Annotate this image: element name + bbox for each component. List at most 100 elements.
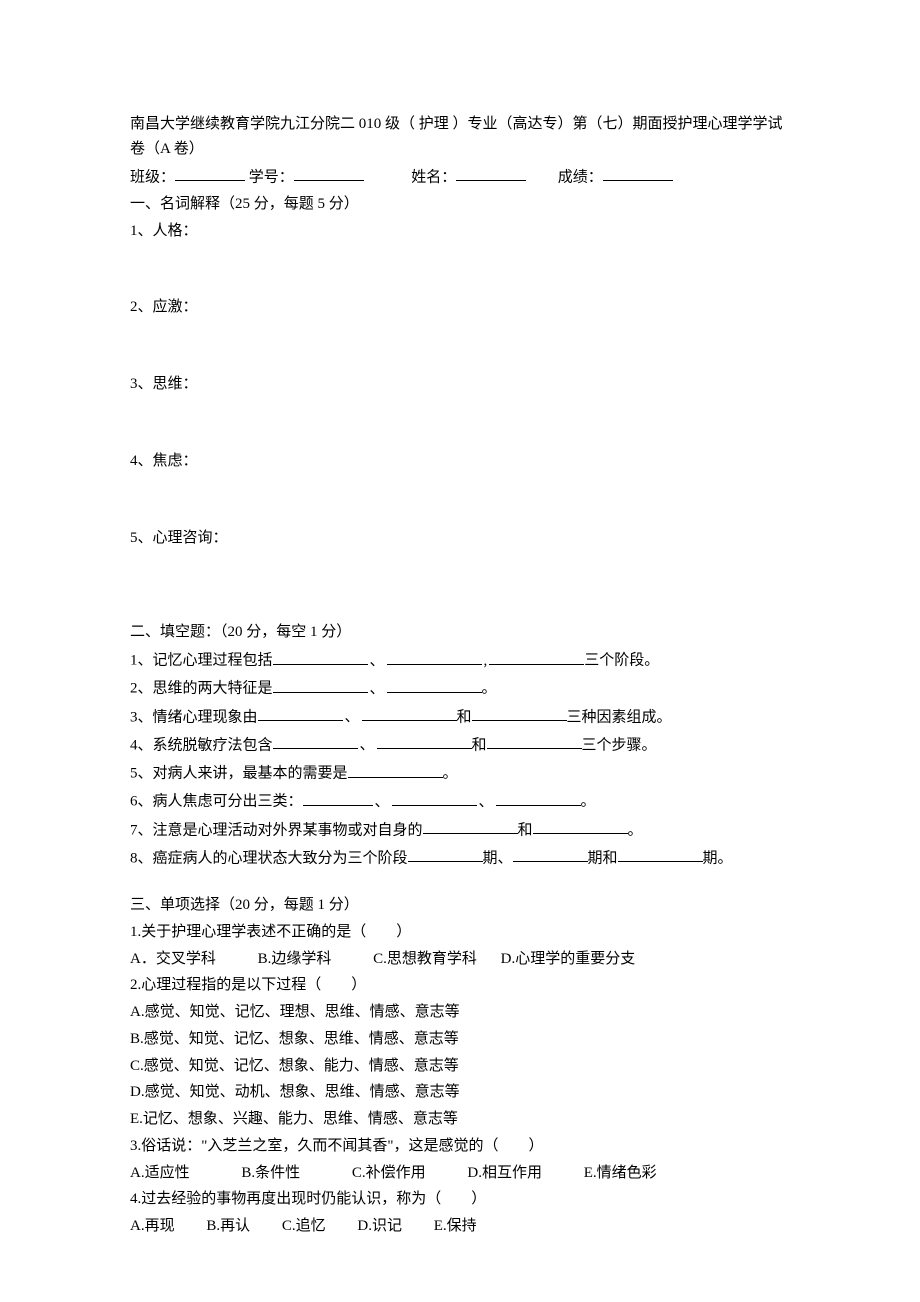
section3-q1: 1.关于护理心理学表述不正确的是（ ） (130, 920, 790, 945)
exam-page: 南昌大学继续教育学院九江分院二 010 级（ 护理 ）专业（高达专）第（七）期面… (0, 0, 920, 1301)
sep: 、 (345, 709, 360, 725)
option-a[interactable]: A．交叉学科 (130, 951, 216, 967)
s2q6-text-a: 6、病人焦虑可分出三类： (130, 794, 303, 810)
option-d[interactable]: D.心理学的重要分支 (501, 951, 636, 967)
s2q8-text-b: 期、 (483, 850, 513, 866)
section3-q3-options: A.适应性 B.条件性 C.补偿作用 D.相互作用 E.情绪色彩 (130, 1161, 790, 1186)
option-b[interactable]: B.再认 (206, 1218, 250, 1234)
blank[interactable] (489, 647, 584, 665)
s2q1-text-b: 三个阶段。 (584, 653, 659, 669)
option-e[interactable]: E.保持 (434, 1218, 477, 1234)
sep: 、 (479, 794, 494, 810)
exam-title: 南昌大学继续教育学院九江分院二 010 级（ 护理 ）专业（高达专）第（七）期面… (130, 112, 790, 162)
s2q8-text-a: 8、癌症病人的心理状态大致分为三个阶段 (130, 850, 408, 866)
section2-q4: 4、系统脱敏疗法包含 、 和 三个步骤。 (130, 732, 790, 758)
option-b[interactable]: B.边缘学科 (258, 951, 332, 967)
s2q3-text-c: 三种因素组成。 (567, 709, 672, 725)
score-blank[interactable] (603, 164, 673, 182)
name-label: 姓名： (411, 169, 456, 185)
option-b[interactable]: B.条件性 (241, 1165, 300, 1181)
option-c[interactable]: C.补偿作用 (352, 1165, 426, 1181)
s2q4-text-c: 三个步骤。 (582, 737, 657, 753)
section2-q8: 8、癌症病人的心理状态大致分为三个阶段 期、 期和 期。 (130, 845, 790, 871)
blank[interactable] (273, 647, 368, 665)
s2q8-text-c: 期和 (588, 850, 618, 866)
blank[interactable] (408, 845, 483, 863)
option-c[interactable]: C.感觉、知觉、记忆、想象、能力、情感、意志等 (130, 1054, 790, 1079)
section2-q7: 7、注意是心理活动对外界某事物或对自身的 和 。 (130, 817, 790, 843)
blank[interactable] (377, 732, 472, 750)
blank[interactable] (472, 704, 567, 722)
s2q8-text-d: 期。 (703, 850, 733, 866)
s2q3-text-a: 3、情绪心理现象由 (130, 709, 258, 725)
blank[interactable] (303, 788, 373, 806)
period: 。 (443, 766, 458, 782)
id-blank[interactable] (294, 164, 364, 182)
section1-q1: 1、人格： (130, 219, 790, 244)
option-d[interactable]: D.感觉、知觉、动机、想象、思维、情感、意志等 (130, 1080, 790, 1105)
s2q3-text-b: 和 (457, 709, 472, 725)
section1-q5: 5、心理咨询： (130, 526, 790, 551)
section2-q3: 3、情绪心理现象由 、 和 三种因素组成。 (130, 704, 790, 730)
option-c[interactable]: C.追忆 (282, 1218, 326, 1234)
option-e[interactable]: E.情绪色彩 (584, 1165, 657, 1181)
section1-q2: 2、应激： (130, 295, 790, 320)
s2q5-text-a: 5、对病人来讲，最基本的需要是 (130, 766, 348, 782)
section1-q4: 4、焦虑： (130, 449, 790, 474)
class-blank[interactable] (175, 164, 245, 182)
option-a[interactable]: A.感觉、知觉、记忆、理想、思维、情感、意志等 (130, 1000, 790, 1025)
blank[interactable] (513, 845, 588, 863)
option-e[interactable]: E.记忆、想象、兴趣、能力、思维、情感、意志等 (130, 1107, 790, 1132)
score-label: 成绩： (558, 169, 603, 185)
blank[interactable] (487, 732, 582, 750)
section3-q1-options: A．交叉学科 B.边缘学科 C.思想教育学科 D.心理学的重要分支 (130, 947, 790, 972)
section2-q6: 6、病人焦虑可分出三类： 、 、 。 (130, 788, 790, 814)
blank[interactable] (273, 732, 358, 750)
period: 。 (628, 822, 643, 838)
s2q7-text-a: 7、注意是心理活动对外界某事物或对自身的 (130, 822, 423, 838)
section2-heading: 二、填空题：（20 分，每空 1 分） (130, 620, 790, 645)
name-blank[interactable] (456, 164, 526, 182)
sep: 、 (370, 681, 385, 697)
section3-q2: 2.心理过程指的是以下过程（ ） (130, 973, 790, 998)
blank[interactable] (423, 817, 518, 835)
section2-q5: 5、对病人来讲，最基本的需要是 。 (130, 760, 790, 786)
section1-heading: 一、名词解释（25 分，每题 5 分） (130, 192, 790, 217)
option-d[interactable]: D.相互作用 (467, 1165, 542, 1181)
blank[interactable] (348, 760, 443, 778)
section1-q3: 3、思维： (130, 372, 790, 397)
option-d[interactable]: D.识记 (357, 1218, 402, 1234)
blank[interactable] (618, 845, 703, 863)
student-info: 班级： 学号： 姓名： 成绩： (130, 164, 790, 190)
sep: 、 (360, 737, 375, 753)
blank[interactable] (496, 788, 581, 806)
section3-q4-options: A.再现 B.再认 C.追忆 D.识记 E.保持 (130, 1214, 790, 1239)
blank[interactable] (387, 675, 482, 693)
section2-q2: 2、思维的两大特征是、。 (130, 675, 790, 701)
blank[interactable] (387, 647, 482, 665)
period: 。 (581, 794, 596, 810)
section3-heading: 三、单项选择（20 分，每题 1 分） (130, 893, 790, 918)
s2q4-text-a: 4、系统脱敏疗法包含 (130, 737, 273, 753)
blank[interactable] (362, 704, 457, 722)
sep: 、 (375, 794, 390, 810)
section3-q3: 3.俗话说："入芝兰之室，久而不闻其香"，这是感觉的（ ） (130, 1134, 790, 1159)
option-a[interactable]: A.再现 (130, 1218, 175, 1234)
option-a[interactable]: A.适应性 (130, 1165, 190, 1181)
s2q7-text-b: 和 (518, 822, 533, 838)
blank[interactable] (258, 704, 343, 722)
sep: 、 (370, 653, 385, 669)
option-b[interactable]: B.感觉、知觉、记忆、想象、思维、情感、意志等 (130, 1027, 790, 1052)
period: 。 (482, 681, 497, 697)
class-label: 班级： (130, 169, 175, 185)
section3-q4: 4.过去经验的事物再度出现时仍能认识，称为（ ） (130, 1187, 790, 1212)
section2-q1: 1、记忆心理过程包括 、, 三个阶段。 (130, 647, 790, 673)
option-c[interactable]: C.思想教育学科 (373, 951, 477, 967)
sep: , (484, 653, 488, 669)
blank[interactable] (273, 675, 368, 693)
s2q1-text-a: 1、记忆心理过程包括 (130, 653, 273, 669)
blank[interactable] (533, 817, 628, 835)
blank[interactable] (392, 788, 477, 806)
id-label: 学号： (249, 169, 294, 185)
s2q4-text-b: 和 (472, 737, 487, 753)
